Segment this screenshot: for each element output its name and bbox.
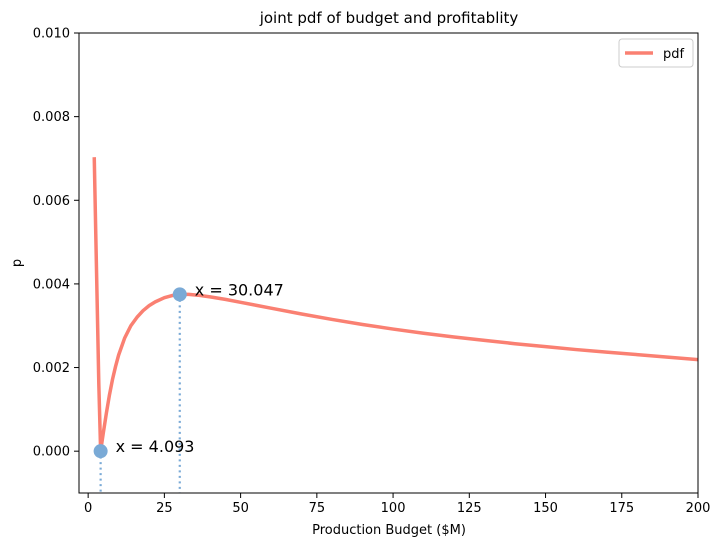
x-tick-label-150: 150 [533,501,558,516]
legend-frame [618,38,694,68]
x-tick-label-175: 175 [609,501,634,516]
y-tick-label-2: 0.004 [33,277,70,292]
annotation-label-1: x = 4.093 [116,437,195,456]
x-tick-label-50: 50 [232,501,249,516]
x-axis-title: Production Budget ($M) [312,523,466,538]
x-tick-label-200: 200 [686,501,711,516]
legend: pdf [618,38,694,68]
x-tick-label-75: 75 [309,501,326,516]
y-tick-label-3: 0.006 [33,194,70,209]
plot-area: x = 4.093 x = 30.047 0 25 50 75 100 125 150 175 20… [33,27,711,517]
legend-label-pdf: pdf [663,47,685,62]
chart-title: joint pdf of budget and profitablity [259,9,519,27]
x-tick-label-125: 125 [457,501,482,516]
annotation-label-2: x = 30.047 [195,280,284,299]
y-tick-label-0: 0.000 [33,445,70,460]
x-tick-label-100: 100 [381,501,406,516]
x-tick-label-0: 0 [84,501,92,516]
y-tick-label-1: 0.002 [33,361,70,376]
axes-frame [78,32,699,494]
series-line-pdf [92,157,698,453]
x-tick-label-25: 25 [156,501,173,516]
y-axis-title: p [10,259,25,267]
y-tick-label-5: 0.010 [33,27,70,42]
annotation-marker-2 [172,287,187,302]
y-tick-label-4: 0.008 [33,110,70,125]
annotation-marker-1 [93,444,108,459]
